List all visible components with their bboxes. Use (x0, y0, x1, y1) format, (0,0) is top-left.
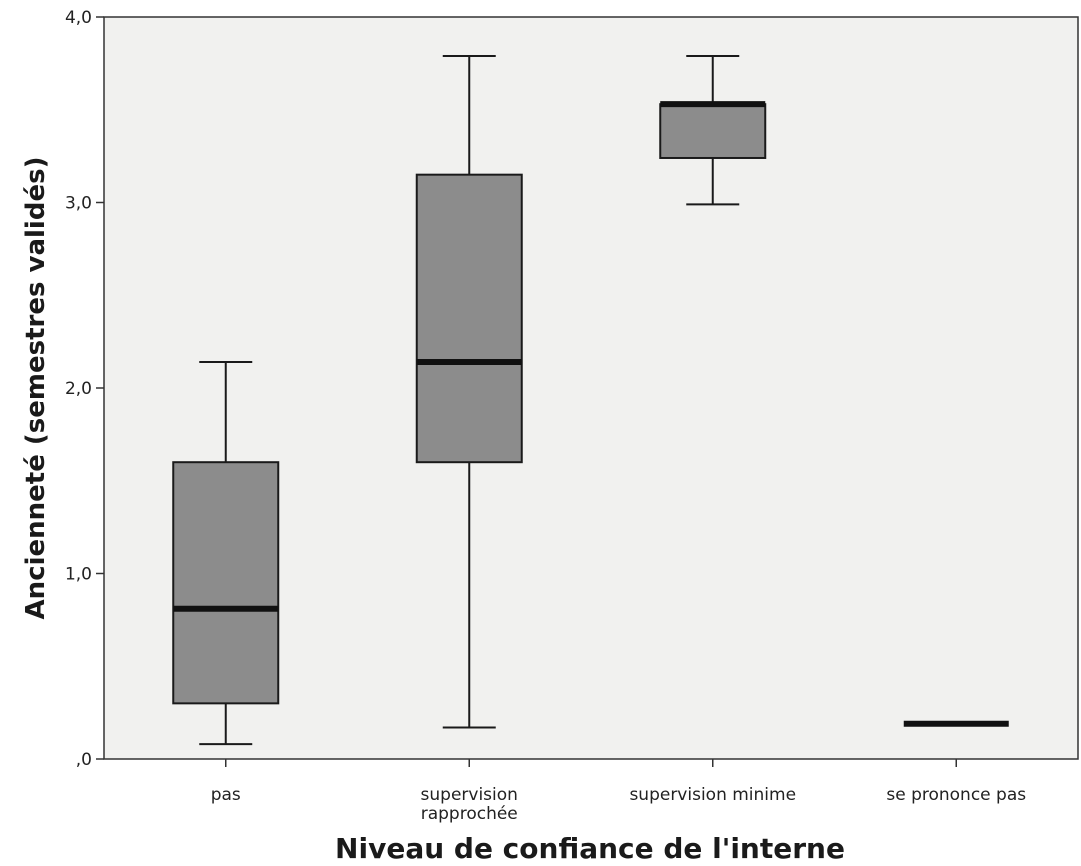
y-tick-label: 4,0 (65, 8, 92, 28)
y-tick-label: 2,0 (65, 379, 92, 399)
x-tick-label: supervision (421, 785, 518, 805)
y-tick-label: 1,0 (65, 565, 92, 585)
boxes-group (172, 54, 1009, 746)
iqr-box (172, 461, 280, 705)
x-tick-label: pas (211, 785, 241, 805)
x-tick-label: supervision minime (629, 785, 796, 805)
x-tick-label: se prononce pas (886, 785, 1026, 805)
y-tick-label: ,0 (76, 750, 92, 770)
box-2 (415, 54, 523, 729)
box-1 (172, 361, 280, 746)
iqr-box (415, 173, 523, 464)
y-tick-label: 3,0 (65, 194, 92, 214)
y-axis: ,0 1,0 2,0 3,0 4,0 (65, 8, 104, 770)
x-axis-title: Niveau de confiance de l'interne (335, 832, 845, 865)
x-tick-label: rapprochée (421, 804, 518, 824)
box-3 (659, 54, 767, 206)
iqr-box (659, 103, 767, 159)
y-axis-title: Ancienneté (semestres validés) (21, 157, 51, 620)
